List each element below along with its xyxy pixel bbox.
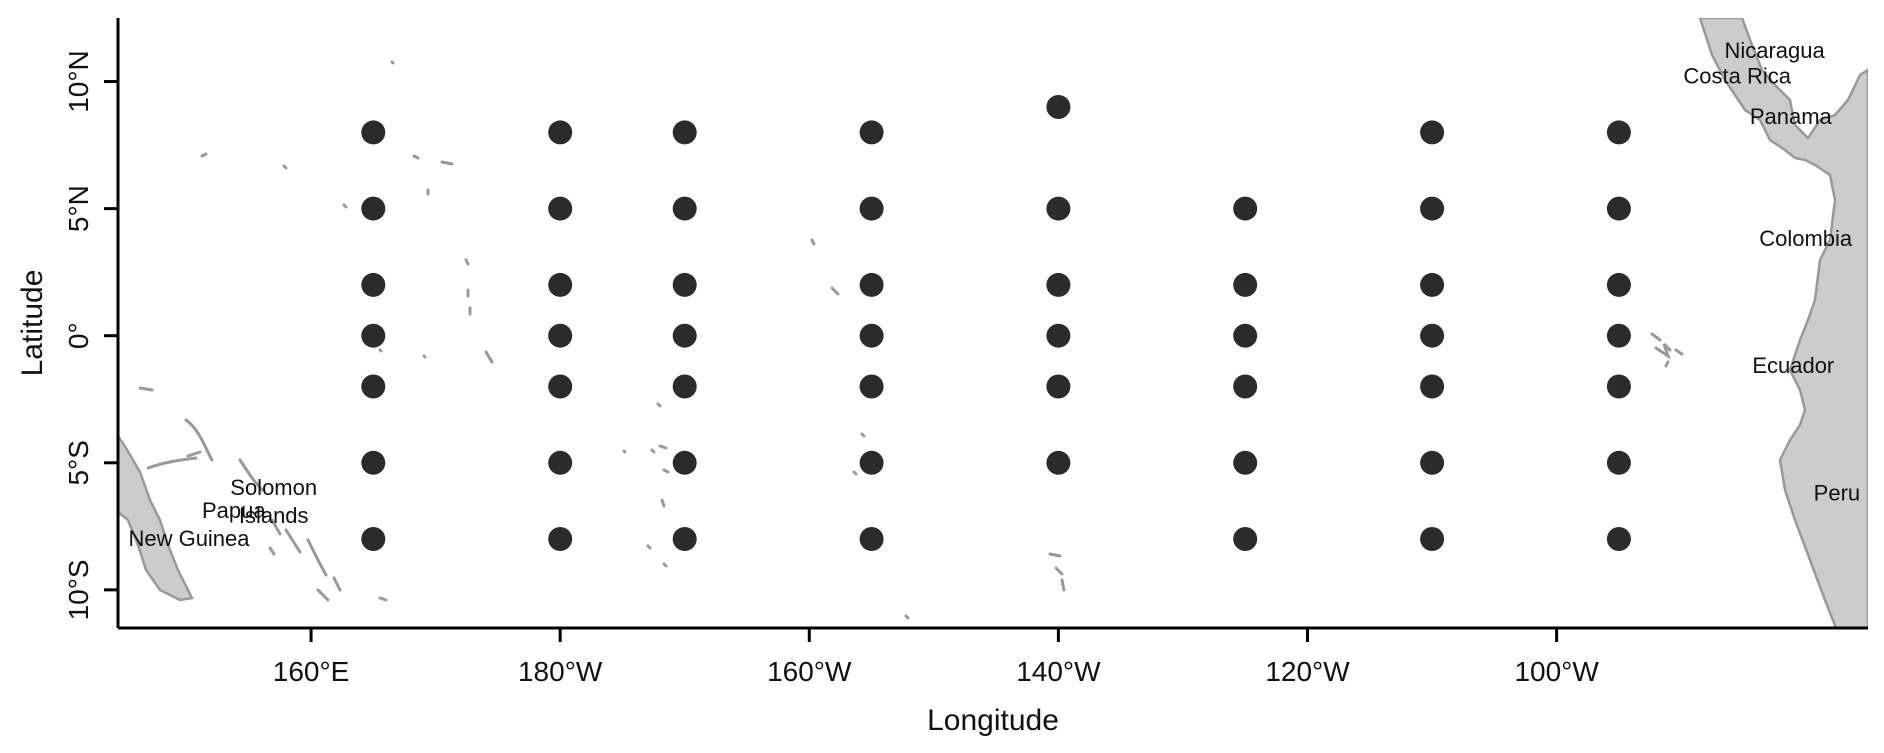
sampling-point	[361, 323, 386, 348]
sampling-point	[1233, 196, 1258, 221]
country-label: Islands	[239, 503, 309, 528]
sampling-point	[361, 120, 386, 145]
y-tick-label: 0°	[63, 322, 94, 349]
sampling-point	[1606, 323, 1631, 348]
sampling-points	[361, 95, 1631, 551]
sampling-point	[361, 450, 386, 475]
country-label: Ecuador	[1752, 353, 1834, 378]
sampling-point	[1606, 272, 1631, 297]
y-tick-label: 5°N	[63, 185, 94, 232]
country-label: Nicaragua	[1724, 38, 1825, 63]
sampling-point	[361, 527, 386, 551]
country-label: New Guinea	[128, 526, 250, 551]
x-axis-title: Longitude	[927, 704, 1059, 737]
sampling-point	[1046, 95, 1071, 119]
sampling-point	[1420, 374, 1445, 399]
x-tick-label: 140°W	[1016, 656, 1101, 687]
sampling-point	[672, 272, 697, 297]
y-tick-label: 10°S	[63, 559, 94, 620]
islets-galapagos	[1650, 332, 1684, 368]
sampling-point	[1046, 272, 1071, 297]
country-label: Colombia	[1759, 226, 1853, 251]
sampling-point	[361, 272, 386, 297]
sampling-point	[1046, 450, 1071, 475]
sampling-point	[1420, 450, 1445, 475]
sampling-point	[672, 527, 697, 551]
sampling-point	[361, 374, 386, 399]
islet-new-britain	[138, 386, 214, 470]
y-tick-label: 10°N	[63, 50, 94, 113]
sampling-point	[1233, 272, 1258, 297]
landmass-new-guinea	[118, 433, 194, 602]
x-tick-label: 100°W	[1514, 656, 1599, 687]
x-tick-label: 160°E	[273, 656, 350, 687]
sampling-point	[859, 120, 884, 145]
x-ticks: 160°E 180°W 160°W 140°W 120°W 100°W	[273, 628, 1599, 687]
sampling-point	[548, 527, 573, 551]
country-label: Costa Rica	[1683, 64, 1791, 89]
country-label: Solomon	[230, 475, 317, 500]
sampling-point	[1606, 527, 1631, 551]
sampling-point	[1420, 196, 1445, 221]
islets-pacific	[200, 60, 1066, 620]
sampling-point	[1233, 527, 1258, 551]
sampling-point	[1420, 527, 1445, 551]
sampling-point	[672, 450, 697, 475]
sampling-point	[1606, 450, 1631, 475]
sampling-point	[548, 323, 573, 348]
sampling-point	[1420, 120, 1445, 145]
sampling-point	[859, 374, 884, 399]
x-tick-label: 120°W	[1265, 656, 1350, 687]
axes: 160°E 180°W 160°W 140°W 120°W 100°W 10°N 5°N 0°…	[16, 18, 1868, 737]
sampling-point	[1606, 374, 1631, 399]
sampling-point	[1420, 323, 1445, 348]
sampling-point	[859, 527, 884, 551]
sampling-point	[1046, 323, 1071, 348]
sampling-point	[859, 272, 884, 297]
sampling-point	[1046, 196, 1071, 221]
sampling-point	[859, 196, 884, 221]
y-ticks: 10°N 5°N 0° 5°S 10°S	[63, 50, 118, 620]
sampling-point	[548, 196, 573, 221]
sampling-point	[859, 450, 884, 475]
sampling-point	[1233, 374, 1258, 399]
sampling-point	[1606, 120, 1631, 145]
country-label: Panama	[1750, 104, 1833, 129]
sampling-point	[859, 323, 884, 348]
x-tick-label: 180°W	[518, 656, 603, 687]
sampling-point	[1233, 450, 1258, 475]
sampling-point	[672, 374, 697, 399]
sampling-point	[1606, 196, 1631, 221]
sampling-point	[1046, 374, 1071, 399]
x-tick-label: 160°W	[767, 656, 852, 687]
country-label: Papua	[202, 498, 266, 523]
islets-solomon	[238, 458, 342, 602]
sampling-point	[1233, 323, 1258, 348]
sampling-point	[361, 196, 386, 221]
sampling-point	[548, 120, 573, 145]
land-layer	[118, 18, 1868, 628]
sampling-point	[672, 120, 697, 145]
sampling-point	[548, 450, 573, 475]
sampling-point	[548, 272, 573, 297]
sampling-point	[1420, 272, 1445, 297]
sampling-point	[548, 374, 573, 399]
sampling-point	[672, 196, 697, 221]
y-tick-label: 5°S	[63, 440, 94, 485]
landmass-americas	[1698, 18, 1868, 628]
country-label: Peru	[1814, 480, 1860, 505]
y-axis-title: Latitude	[16, 270, 49, 377]
sampling-point	[672, 323, 697, 348]
